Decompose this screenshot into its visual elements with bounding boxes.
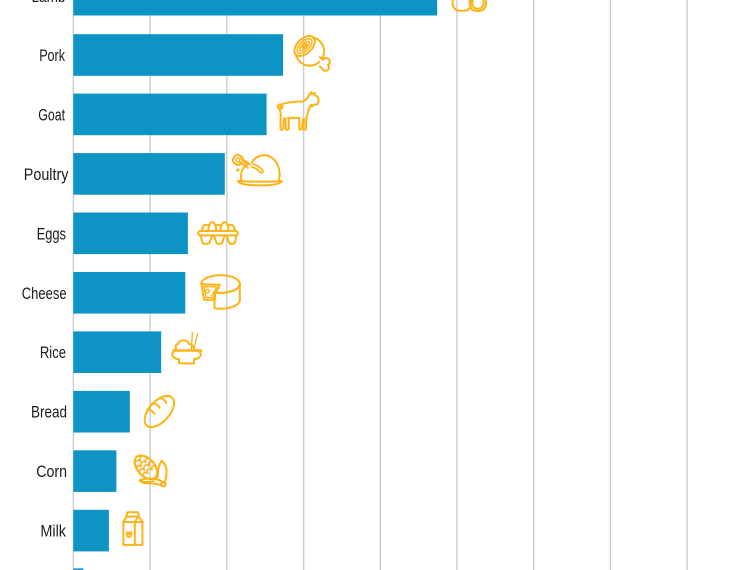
svg-text:Corn: Corn — [36, 463, 67, 481]
svg-text:Milk: Milk — [40, 523, 66, 541]
svg-text:Eggs: Eggs — [37, 225, 66, 243]
svg-text:Bread: Bread — [31, 404, 67, 422]
svg-text:Poultry: Poultry — [24, 166, 69, 184]
svg-text:Rice: Rice — [40, 344, 66, 362]
svg-text:Goat: Goat — [38, 106, 65, 124]
svg-text:Cheese: Cheese — [22, 285, 67, 303]
svg-text:Pork: Pork — [39, 47, 65, 65]
svg-text:Lamb: Lamb — [32, 0, 66, 6]
